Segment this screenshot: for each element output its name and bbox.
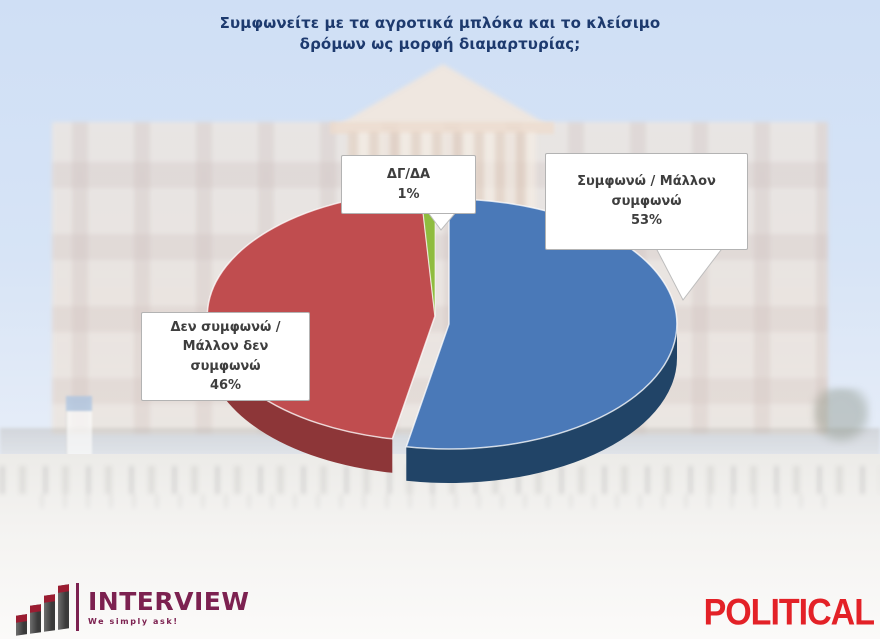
background-plaza (0, 454, 880, 639)
callout-disagree-label-line3: συμφωνώ (190, 358, 261, 374)
background-crowd-far (40, 494, 840, 508)
guard-booth-roof (66, 396, 92, 411)
bar (30, 604, 41, 634)
page-title-line1: Συμφωνείτε με τα αγροτικά μπλόκα και το … (219, 14, 661, 32)
pie-chart (206, 190, 726, 484)
callout-agree-label-line1: Συμφωνώ / Μάλλον (577, 174, 716, 190)
callout-disagree: Δεν συμφωνώ / Μάλλον δεν συμφωνώ 46% (141, 312, 310, 401)
bar-cap (30, 604, 41, 613)
callout-disagree-label-line1: Δεν συμφωνώ / (170, 319, 281, 335)
pie-slice-disagree-side (206, 316, 393, 473)
callout-dontknow-pct: 1% (397, 186, 420, 202)
bar-cap (44, 594, 55, 603)
guard-booth (66, 396, 92, 456)
page-title: Συμφωνείτε με τα αγροτικά μπλόκα και το … (0, 13, 880, 56)
callout-agree-pct: 53% (630, 213, 663, 229)
guard-booth-body (66, 411, 92, 456)
political-logo: POLITICAL (703, 592, 875, 634)
bar (16, 614, 27, 636)
parliament-pediment (340, 64, 546, 124)
page-title-line2: δρόμων ως μορφή διαμαρτυρίας; (299, 35, 581, 54)
interview-logo: INTERVIEW We simply ask! (16, 582, 250, 636)
bar (58, 584, 69, 630)
callout-dontknow: ΔΓ/ΔΑ 1% (341, 155, 476, 214)
callout-disagree-label-line2: Μάλλον δεν (182, 339, 269, 354)
callout-agree-label-line2: συμφωνώ (611, 193, 682, 209)
callout-dontknow-label: ΔΓ/ΔΑ (386, 167, 431, 182)
callout-disagree-pct: 46% (209, 378, 242, 393)
bar (44, 594, 55, 632)
logo-divider (76, 583, 79, 631)
pie-slice-agree-side (406, 324, 678, 484)
bar-chart-icon (16, 584, 69, 636)
callout-agree: Συμφωνώ / Μάλλον συμφωνώ 53% (545, 153, 748, 250)
interview-tagline: We simply ask! (88, 616, 179, 626)
bar-cap (16, 614, 27, 623)
parliament-entablature (330, 122, 554, 134)
bar-cap (58, 584, 69, 593)
background-tree (812, 388, 870, 450)
interview-logo-text: INTERVIEW (88, 586, 250, 616)
